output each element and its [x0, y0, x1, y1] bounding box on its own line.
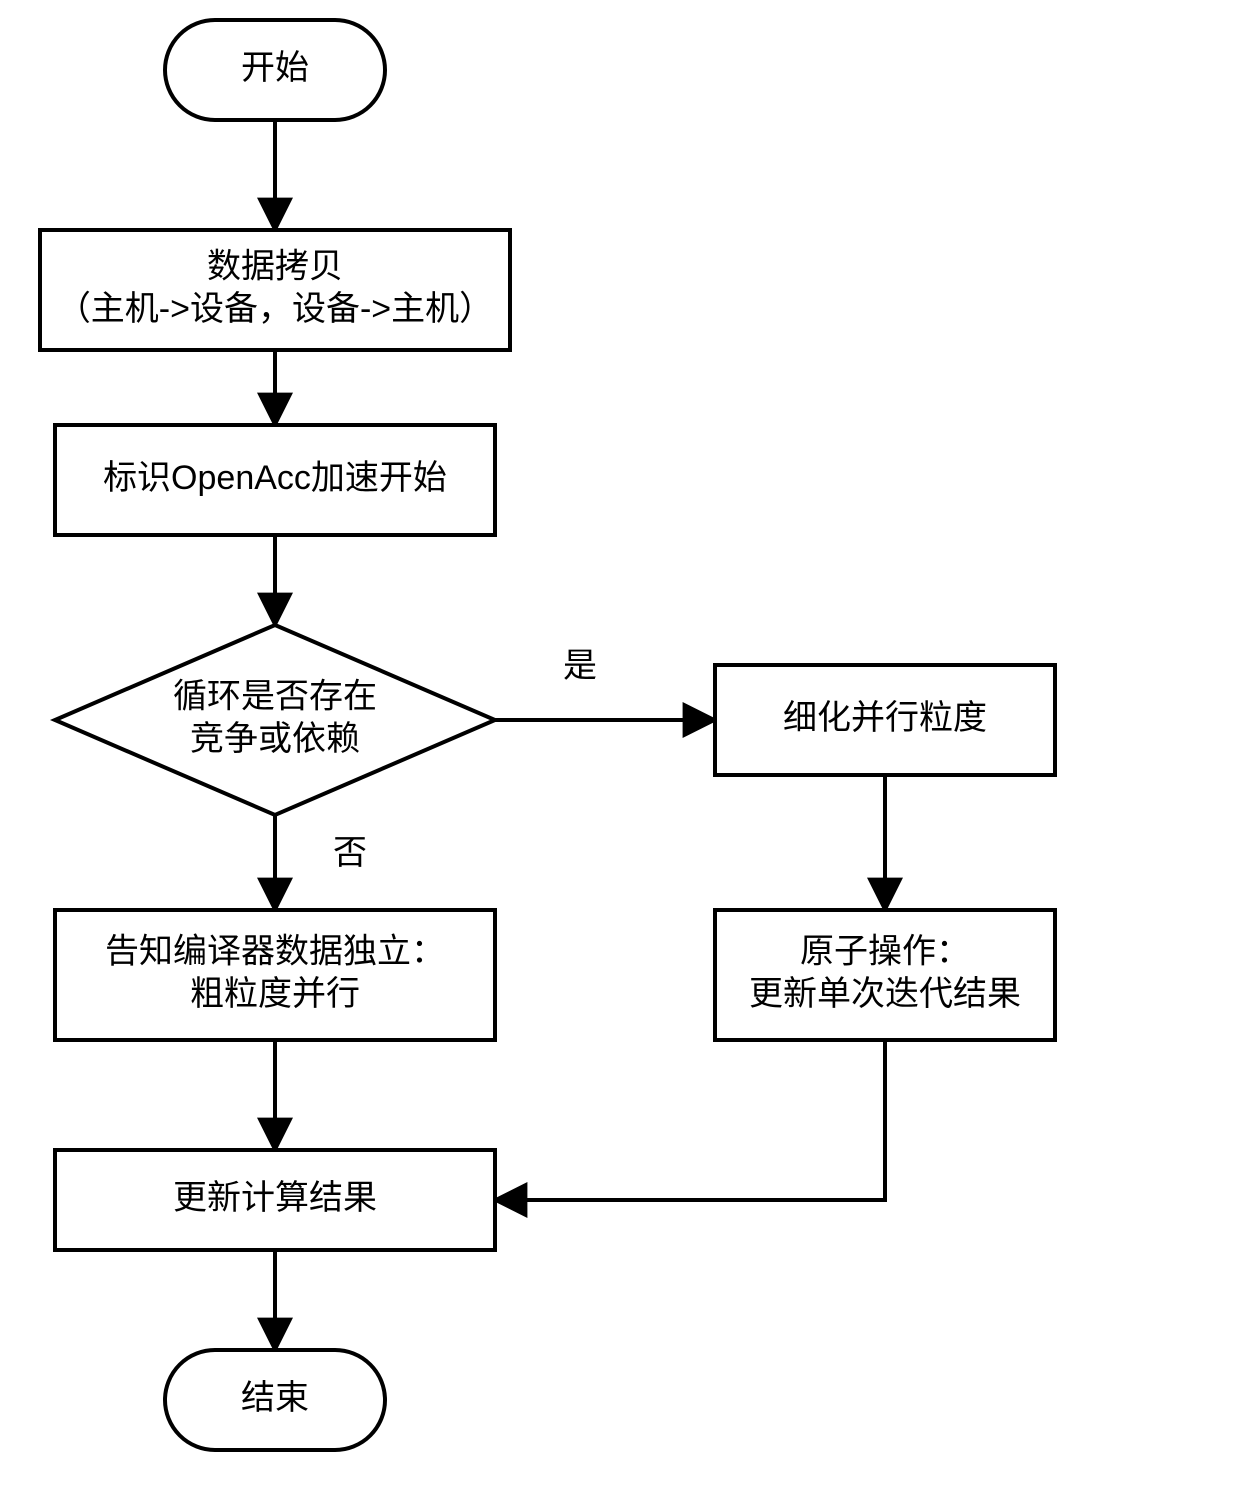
flowchart: 是否开始数据拷贝（主机->设备，设备->主机）标识OpenAcc加速开始循环是否… — [0, 0, 1240, 1511]
node-atomic-line0: 原子操作： — [800, 933, 970, 971]
node-mark-line0: 标识OpenAcc加速开始 — [103, 459, 447, 497]
node-coarse: 告知编译器数据独立： 粗粒度并行 — [55, 910, 495, 1040]
node-copy: 数据拷贝 （主机->设备，设备->主机） — [40, 230, 510, 350]
node-end: 结束 — [165, 1350, 385, 1450]
node-refine-line0: 细化并行粒度 — [783, 699, 987, 737]
node-update: 更新计算结果 — [55, 1150, 495, 1250]
node-coarse-line0: 告知编译器数据独立： — [105, 933, 445, 971]
node-copy-line0: 数据拷贝 — [207, 248, 343, 286]
node-decision: 循环是否存在竞争或依赖 — [55, 625, 495, 815]
node-copy-line1: （主机->设备，设备->主机） — [57, 290, 493, 328]
node-end-line0: 结束 — [241, 1379, 309, 1417]
node-decision-line1: 竞争或依赖 — [190, 720, 360, 758]
edge-label-decision-refine: 是 — [563, 647, 597, 685]
edge-label-decision-coarse: 否 — [333, 834, 367, 872]
node-update-line0: 更新计算结果 — [173, 1179, 377, 1217]
node-atomic-line1: 更新单次迭代结果 — [749, 975, 1021, 1013]
node-mark: 标识OpenAcc加速开始 — [55, 425, 495, 535]
node-refine: 细化并行粒度 — [715, 665, 1055, 775]
node-start: 开始 — [165, 20, 385, 120]
node-decision-line0: 循环是否存在 — [173, 678, 377, 716]
node-start-line0: 开始 — [241, 49, 309, 87]
edge-atomic-update — [495, 1040, 885, 1200]
node-coarse-line1: 粗粒度并行 — [190, 975, 360, 1013]
node-atomic: 原子操作： 更新单次迭代结果 — [715, 910, 1055, 1040]
